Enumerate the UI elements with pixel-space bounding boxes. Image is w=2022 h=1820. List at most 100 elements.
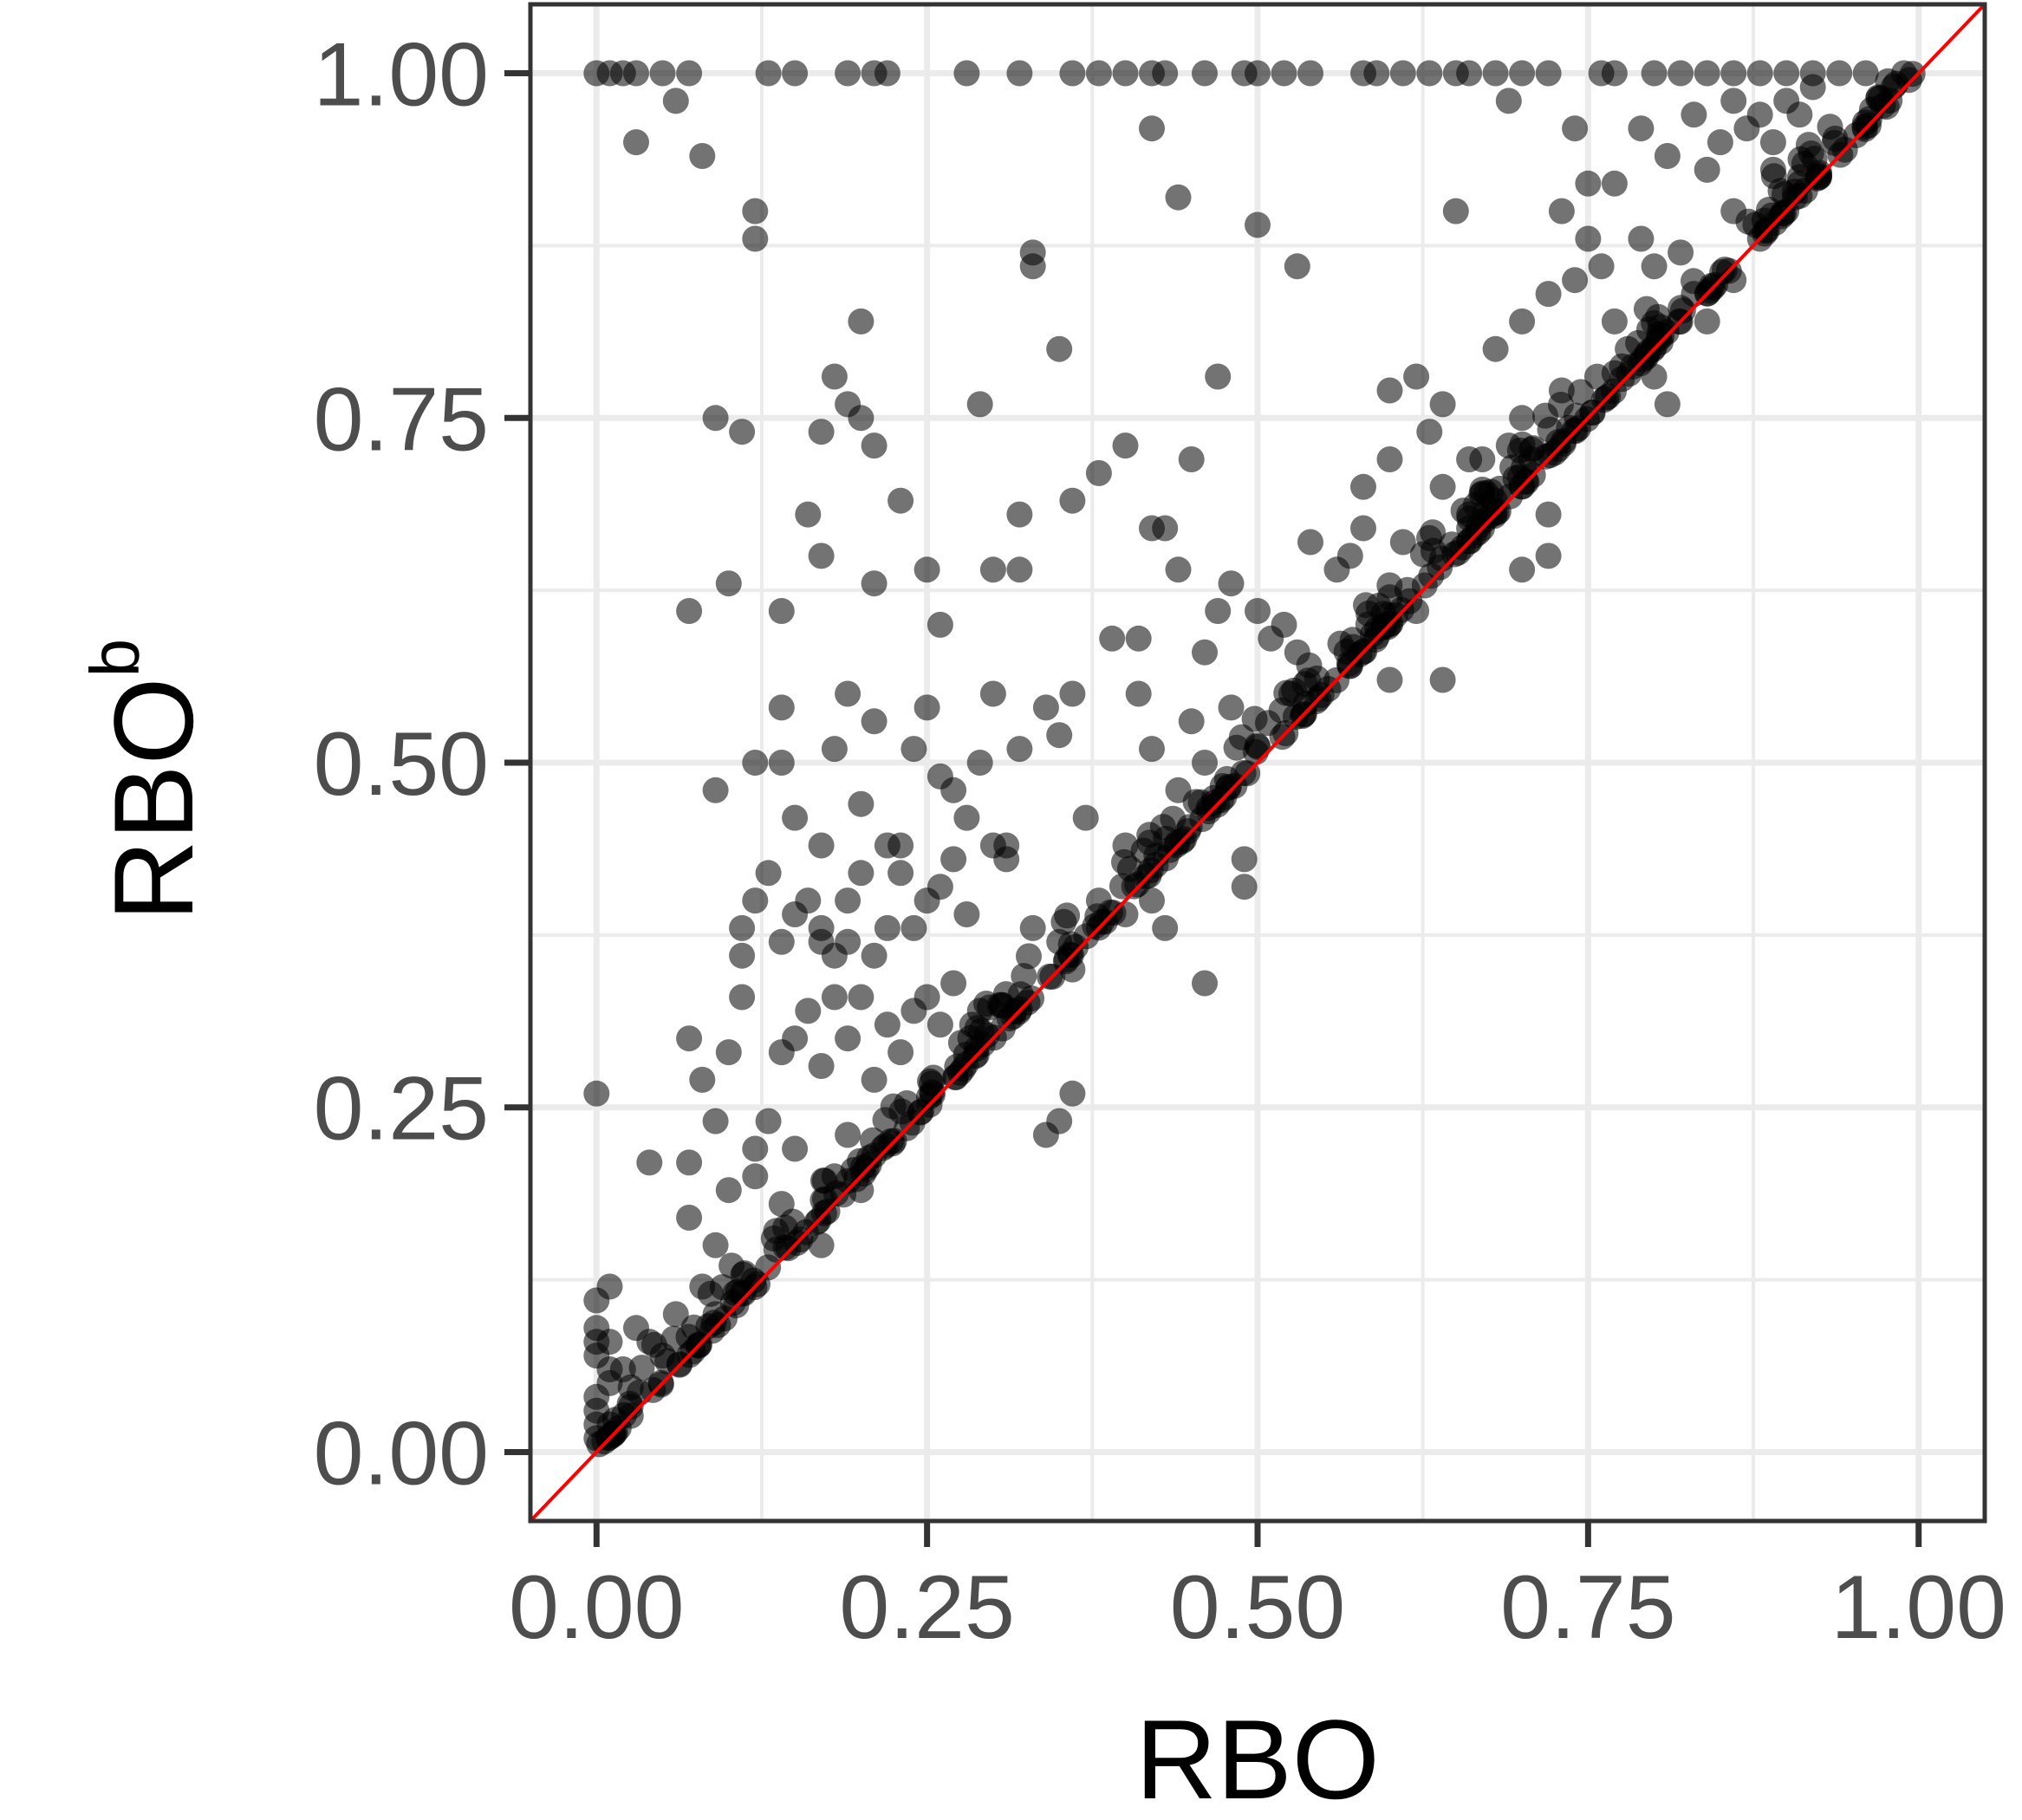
data-point-205 — [874, 1011, 900, 1038]
data-point-691 — [915, 1083, 942, 1110]
data-point-65 — [1720, 88, 1747, 114]
data-point-170 — [808, 914, 835, 941]
data-point-214 — [1059, 1080, 1086, 1107]
data-point-3 — [623, 60, 649, 87]
data-point-261 — [1192, 750, 1218, 776]
y-axis-title-superscript: b — [76, 639, 153, 678]
data-point-173 — [835, 887, 861, 914]
data-point-24 — [1363, 60, 1390, 87]
data-point-56 — [1562, 115, 1589, 142]
data-point-37 — [1720, 60, 1747, 87]
data-point-71 — [1799, 74, 1826, 101]
data-point-79 — [729, 419, 756, 445]
identity-reference-line — [529, 3, 1986, 1523]
data-point-263 — [1376, 666, 1403, 693]
data-point-185 — [1019, 914, 1046, 941]
data-point-695 — [1084, 903, 1111, 930]
data-point-127 — [702, 777, 729, 803]
data-point-634 — [947, 1030, 974, 1056]
data-point-162 — [729, 914, 756, 941]
data-point-149 — [1046, 722, 1073, 749]
data-point-91 — [1535, 281, 1562, 308]
data-point-147 — [1006, 736, 1033, 763]
data-point-254 — [1456, 446, 1483, 472]
data-point-163 — [729, 942, 756, 969]
data-point-182 — [953, 901, 980, 927]
data-point-20 — [1245, 60, 1271, 87]
data-point-115 — [1297, 529, 1323, 556]
data-point-265 — [1231, 846, 1258, 873]
data-point-526 — [1073, 923, 1100, 950]
data-point-15 — [1112, 60, 1139, 87]
data-point-22 — [1297, 60, 1323, 87]
data-points — [583, 60, 1926, 1458]
data-point-192 — [702, 1108, 729, 1134]
data-point-63 — [1694, 156, 1720, 183]
data-point-129 — [768, 750, 795, 776]
data-point-93 — [1575, 225, 1602, 252]
data-point-145 — [979, 680, 1006, 707]
data-point-85 — [1403, 363, 1430, 390]
data-point-215 — [1192, 970, 1218, 997]
data-point-190 — [676, 1025, 703, 1052]
data-point-607 — [1057, 941, 1083, 968]
data-point-35 — [1668, 60, 1694, 87]
data-point-124 — [1509, 556, 1536, 583]
data-point-152 — [1099, 625, 1126, 652]
data-point-222 — [742, 1163, 769, 1190]
x-tick-label-1: 0.25 — [839, 1557, 1014, 1658]
data-point-685 — [1698, 272, 1725, 299]
data-point-52 — [1245, 211, 1271, 238]
data-point-94 — [1588, 253, 1615, 280]
data-point-12 — [1006, 60, 1033, 87]
data-point-136 — [861, 708, 887, 735]
data-point-553 — [872, 1107, 899, 1134]
data-point-165 — [755, 860, 782, 887]
data-point-105 — [926, 611, 953, 638]
data-point-217 — [636, 1149, 663, 1176]
data-point-70 — [1786, 101, 1813, 128]
data-point-174 — [848, 860, 874, 887]
data-point-585 — [1509, 431, 1536, 458]
data-point-6 — [755, 60, 782, 87]
data-point-202 — [835, 1025, 861, 1052]
data-point-135 — [848, 790, 874, 817]
data-point-29 — [1482, 60, 1509, 87]
data-point-153 — [1125, 625, 1152, 652]
data-point-73 — [821, 363, 848, 390]
data-point-7 — [782, 60, 809, 87]
data-point-26 — [1416, 60, 1443, 87]
data-point-264 — [1429, 666, 1456, 693]
data-point-196 — [755, 1108, 782, 1134]
data-point-191 — [689, 1066, 716, 1093]
data-point-25 — [1389, 60, 1416, 87]
data-point-11 — [953, 60, 980, 87]
y-tick-label-3: 0.75 — [314, 369, 489, 470]
data-point-150 — [1059, 680, 1086, 707]
data-point-696 — [840, 1157, 867, 1184]
data-point-101 — [808, 543, 835, 569]
data-point-99 — [768, 598, 795, 624]
data-point-224 — [782, 1135, 809, 1162]
data-point-203 — [848, 984, 874, 1011]
data-point-255 — [1509, 405, 1536, 432]
data-point-131 — [782, 804, 809, 831]
data-point-21 — [1271, 60, 1297, 87]
data-point-649 — [719, 1290, 746, 1316]
data-point-199 — [795, 998, 822, 1024]
data-point-134 — [835, 680, 861, 707]
data-point-201 — [821, 984, 848, 1011]
data-point-251 — [1258, 625, 1284, 652]
data-point-38 — [1746, 60, 1773, 87]
data-point-647 — [1376, 572, 1403, 599]
data-point-60 — [1628, 115, 1655, 142]
data-point-220 — [702, 1232, 729, 1258]
data-point-44 — [662, 88, 689, 114]
data-point-621 — [1427, 554, 1453, 581]
data-point-156 — [1205, 598, 1232, 624]
data-point-121 — [1429, 473, 1456, 500]
x-tick-label-4: 1.00 — [1831, 1557, 2006, 1658]
data-point-213 — [1046, 1108, 1073, 1134]
data-point-221 — [715, 1177, 742, 1204]
